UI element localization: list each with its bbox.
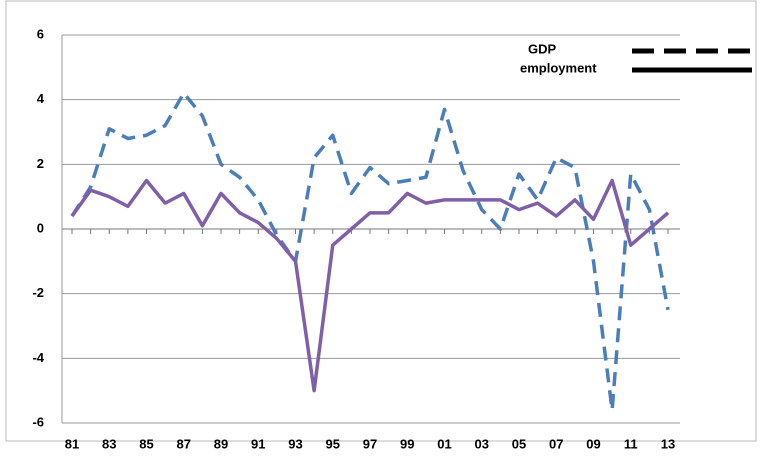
x-tick-label: 03 [475,436,489,451]
x-tick-label: 85 [139,436,153,451]
y-tick-label: -6 [32,414,44,429]
x-tick-label: 95 [326,436,340,451]
x-tick-label: 97 [363,436,377,451]
y-tick-label: 4 [37,91,45,106]
x-tick-label: 89 [214,436,228,451]
y-tick-label: 0 [37,220,44,235]
x-tick-label: 91 [251,436,265,451]
series-line [70,178,670,393]
y-tick-label: 2 [37,156,44,171]
x-tick-label: 13 [661,436,675,451]
x-tick-label: 81 [65,436,79,451]
x-tick-label: 09 [586,436,600,451]
x-tick-label: 83 [102,436,116,451]
series-line [70,91,670,412]
y-tick-label: -4 [32,350,44,365]
y-tick-label: -2 [32,285,44,300]
x-tick-label: 01 [437,436,451,451]
x-tick-label: 07 [549,436,563,451]
y-tick-label: 6 [37,26,44,41]
x-tick-label: 11 [624,436,638,451]
legend-label: employment [520,60,597,75]
x-tick-label: 05 [512,436,526,451]
legend-label: GDP [528,41,557,56]
chart-frame [5,0,757,442]
x-tick-label: 87 [177,436,191,451]
x-tick-label: 93 [288,436,302,451]
x-tick-label: 99 [400,436,414,451]
